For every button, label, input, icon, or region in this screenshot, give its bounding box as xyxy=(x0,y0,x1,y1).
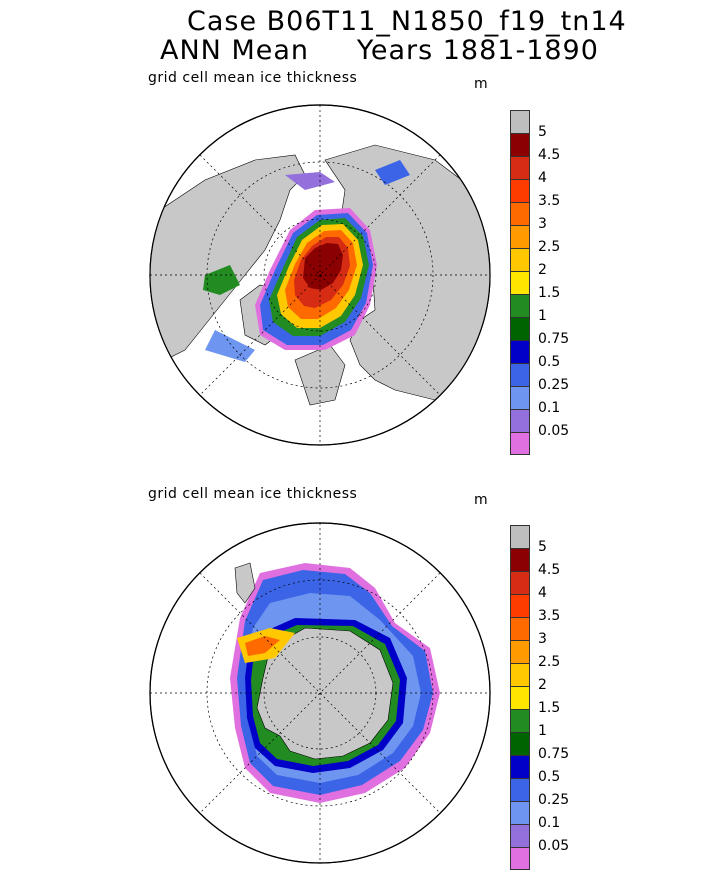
ice-patch-left xyxy=(203,265,240,295)
colorbar-label: 0.75 xyxy=(538,331,570,347)
colorbar-label: 3 xyxy=(538,216,547,232)
colorbar-swatch xyxy=(510,363,530,386)
colorbar-swatch xyxy=(510,156,530,179)
south-colorbar xyxy=(510,525,530,870)
colorbar-swatch xyxy=(510,386,530,409)
colorbar-swatch xyxy=(510,847,530,870)
colorbar-label: 5 xyxy=(538,539,547,555)
colorbar-swatch xyxy=(510,617,530,640)
colorbar-label: 3.5 xyxy=(538,608,561,624)
colorbar-swatch xyxy=(510,594,530,617)
ice-patch-top xyxy=(285,172,335,190)
colorbar-swatch xyxy=(510,248,530,271)
colorbar-swatch xyxy=(510,202,530,225)
colorbar-label: 2 xyxy=(538,677,547,693)
colorbar-label: 2.5 xyxy=(538,239,561,255)
south-america-land xyxy=(234,562,256,604)
arctic-map xyxy=(149,104,491,446)
colorbar-swatch xyxy=(510,686,530,709)
colorbar-swatch xyxy=(510,432,530,455)
colorbar-label: 2 xyxy=(538,262,547,278)
colorbar-swatch xyxy=(510,778,530,801)
colorbar-label: 0.05 xyxy=(538,423,570,439)
south-panel-label: grid cell mean ice thickness xyxy=(148,486,358,502)
colorbar-label: 3 xyxy=(538,631,547,647)
south-unit-label: m xyxy=(474,492,488,508)
colorbar-swatch xyxy=(510,409,530,432)
colorbar-swatch xyxy=(510,824,530,847)
colorbar-swatch xyxy=(510,709,530,732)
colorbar-swatch xyxy=(510,663,530,686)
colorbar-label: 4.5 xyxy=(538,147,561,163)
ice-darkred xyxy=(303,243,343,290)
colorbar-swatch xyxy=(510,548,530,571)
ice-weddell-orange xyxy=(245,636,280,656)
colorbar-label: 0.25 xyxy=(538,377,570,393)
colorbar-swatch xyxy=(510,340,530,363)
colorbar-swatch xyxy=(510,525,530,548)
colorbar-label: 1 xyxy=(538,308,547,324)
colorbar-swatch xyxy=(510,317,530,340)
colorbar-swatch xyxy=(510,179,530,202)
north-colorbar xyxy=(510,110,530,455)
colorbar-label: 0.5 xyxy=(538,769,561,785)
north-unit-label: m xyxy=(474,76,488,92)
colorbar-label: 2.5 xyxy=(538,654,561,670)
north-america-land xyxy=(150,154,306,361)
ice-patch-topright xyxy=(375,160,410,185)
antarctica-land xyxy=(256,627,394,760)
colorbar-label: 0.75 xyxy=(538,746,570,762)
antarctic-map xyxy=(149,522,491,864)
colorbar-label: 3.5 xyxy=(538,193,561,209)
colorbar-label: 1 xyxy=(538,723,547,739)
colorbar-swatch xyxy=(510,640,530,663)
colorbar-swatch xyxy=(510,271,530,294)
colorbar-label: 1.5 xyxy=(538,700,561,716)
colorbar-swatch xyxy=(510,110,530,133)
colorbar-label: 0.05 xyxy=(538,838,570,854)
colorbar-label: 0.1 xyxy=(538,400,561,416)
colorbar-label: 4 xyxy=(538,170,547,186)
colorbar-swatch xyxy=(510,571,530,594)
ice-patch-bottom xyxy=(205,330,255,362)
colorbar-swatch xyxy=(510,755,530,778)
title-line-1: Case B06T11_N1850_f19_tn14 xyxy=(187,6,627,37)
colorbar-label: 1.5 xyxy=(538,285,561,301)
colorbar-label: 4 xyxy=(538,585,547,601)
colorbar-swatch xyxy=(510,294,530,317)
colorbar-swatch xyxy=(510,801,530,824)
colorbar-swatch xyxy=(510,225,530,248)
colorbar-swatch xyxy=(510,133,530,156)
north-panel-label: grid cell mean ice thickness xyxy=(148,70,358,86)
colorbar-label: 0.5 xyxy=(538,354,561,370)
colorbar-label: 4.5 xyxy=(538,562,561,578)
colorbar-label: 0.25 xyxy=(538,792,570,808)
title-line-2: ANN Mean Years 1881-1890 xyxy=(160,35,599,66)
colorbar-swatch xyxy=(510,732,530,755)
colorbar-label: 5 xyxy=(538,124,547,140)
colorbar-label: 0.1 xyxy=(538,815,561,831)
